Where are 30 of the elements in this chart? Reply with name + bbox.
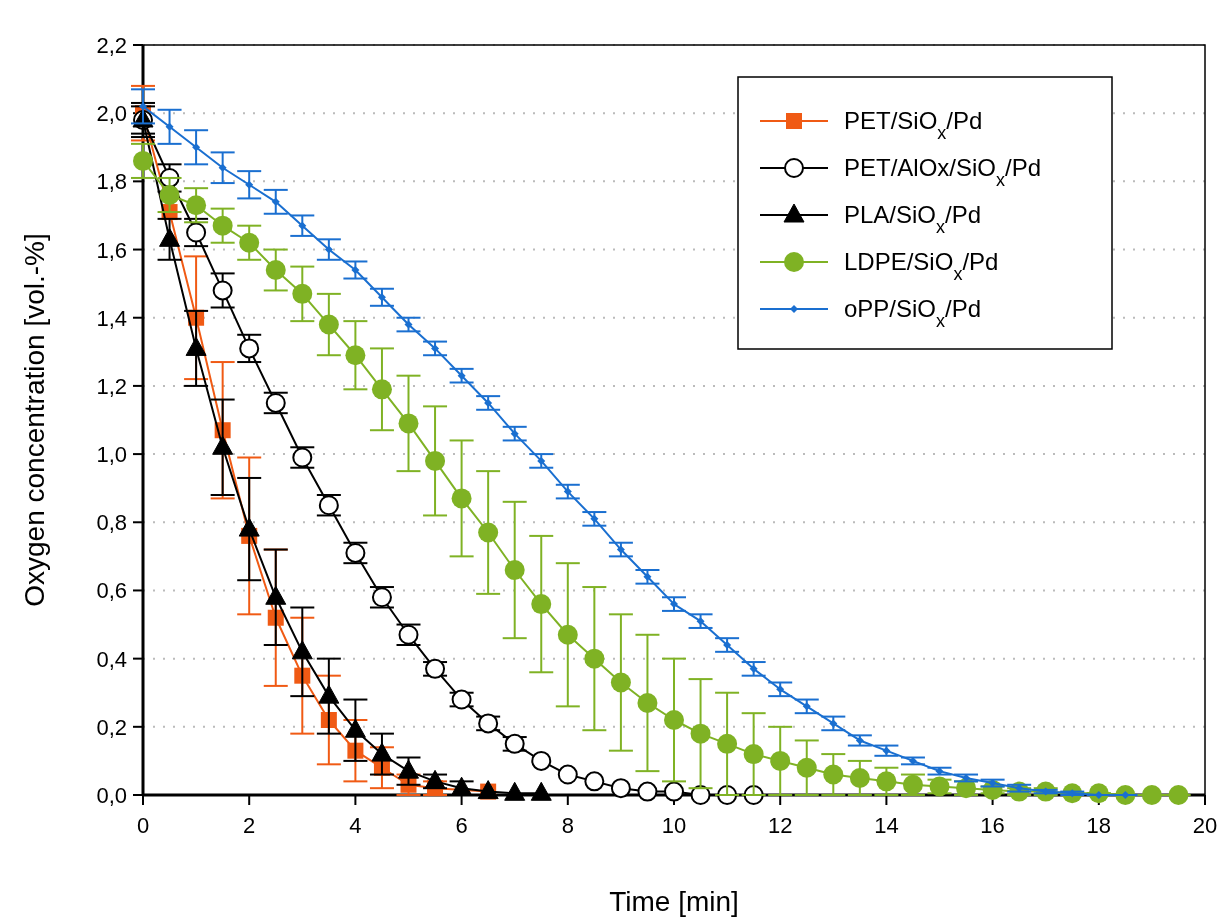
y-tick-label: 1,0 bbox=[96, 442, 127, 468]
y-tick-label: 0,4 bbox=[96, 646, 127, 672]
legend-label: PET/SiO$_{x}$/Pd bbox=[844, 107, 983, 143]
legend-label: oPP/SiO$_{x}$/Pd bbox=[844, 295, 982, 331]
y-axis-title: Oxygen concentration [vol.-%] bbox=[19, 233, 50, 607]
x-tick-label: 8 bbox=[561, 813, 574, 838]
x-tick-label: 4 bbox=[349, 813, 362, 838]
y-tick-label: 0,6 bbox=[96, 578, 127, 604]
x-tick-label: 14 bbox=[874, 813, 899, 838]
x-tick-label: 12 bbox=[767, 813, 793, 838]
x-tick-label: 18 bbox=[1086, 813, 1112, 838]
x-tick-label: 0 bbox=[136, 813, 150, 838]
y-tick-label: 0,2 bbox=[96, 714, 127, 740]
x-axis-title: Time [min] bbox=[609, 886, 739, 917]
y-tick-label: 1,8 bbox=[96, 169, 127, 195]
y-tick-label: 2,2 bbox=[96, 33, 127, 58]
y-tick-label: 2,0 bbox=[96, 101, 127, 127]
x-tick-label: 2 bbox=[243, 813, 256, 838]
legend-label: LDPE/SiO$_{x}$/Pd bbox=[844, 248, 999, 284]
y-tick-label: 1,4 bbox=[96, 305, 127, 331]
legend-label: PET/AlOx/SiO$_{x}$/Pd bbox=[844, 154, 1042, 190]
y-tick-label: 1,2 bbox=[96, 373, 127, 399]
legend-label: PLA/SiO$_{x}$/Pd bbox=[844, 201, 982, 237]
x-tick-label: 20 bbox=[1192, 813, 1218, 838]
x-tick-label: 10 bbox=[661, 813, 687, 838]
y-tick-label: 0,0 bbox=[96, 783, 127, 808]
y-tick-label: 0,8 bbox=[96, 510, 127, 536]
y-tick-label: 1,6 bbox=[96, 237, 127, 263]
x-tick-label: 6 bbox=[455, 813, 468, 838]
x-tick-label: 16 bbox=[980, 813, 1005, 838]
